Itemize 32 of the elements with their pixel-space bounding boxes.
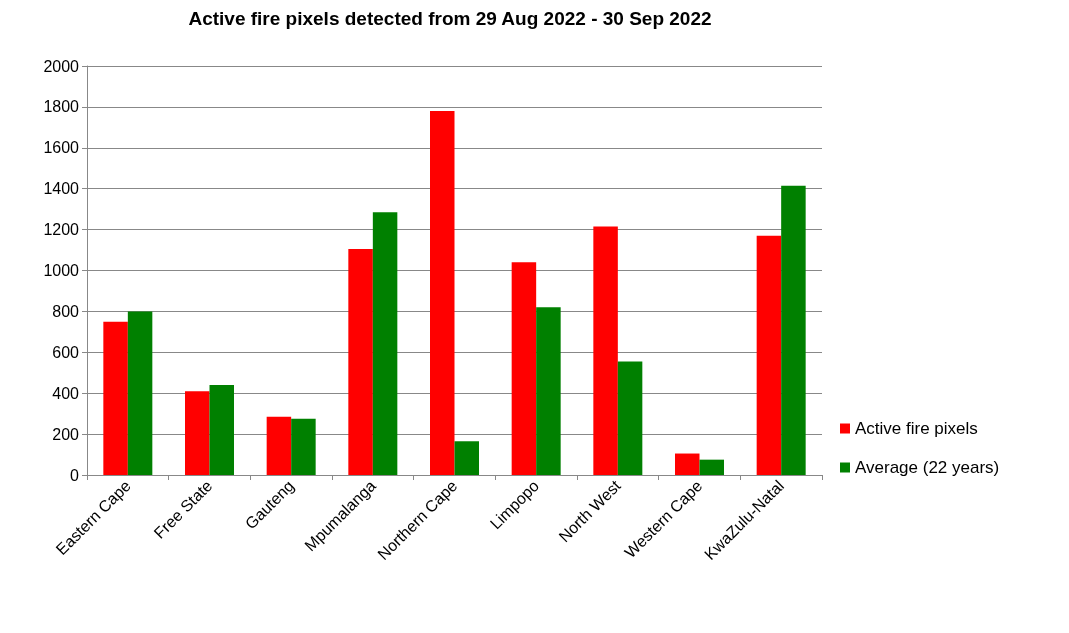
y-tick-label: 0: [70, 466, 80, 484]
legend-label: Active fire pixels: [855, 419, 978, 438]
bar: [781, 185, 806, 475]
bar: [291, 418, 316, 475]
bar: [756, 235, 782, 475]
bar: [536, 307, 561, 475]
y-tick-label: 400: [52, 384, 80, 402]
bar: [593, 226, 618, 475]
chart-title: Active fire pixels detected from 29 Aug 2022 - 30 Sep 2022: [188, 8, 712, 29]
bar: [127, 311, 153, 475]
y-tick-label: 200: [52, 425, 80, 443]
bar: [209, 385, 234, 475]
bar: [699, 459, 724, 475]
y-tick-label: 1600: [43, 139, 80, 157]
bar: [617, 361, 643, 475]
y-tick-label: 1800: [43, 98, 80, 116]
bar: [266, 416, 292, 475]
bar: [430, 110, 455, 475]
y-tick-label: 1400: [43, 180, 80, 198]
y-tick-label: 1000: [43, 262, 80, 279]
bar: [372, 212, 398, 475]
y-tick-label: 600: [52, 343, 80, 361]
legend-label: Average (22 years): [855, 458, 1000, 477]
bar: [185, 391, 210, 475]
bar: [454, 441, 479, 475]
bar: [103, 321, 128, 475]
bar: [675, 453, 700, 475]
y-tick-label: 1200: [43, 221, 80, 239]
bar: [348, 249, 373, 475]
y-tick-label: 800: [52, 302, 80, 320]
bar: [511, 262, 537, 475]
y-tick-label: 2000: [43, 57, 80, 75]
